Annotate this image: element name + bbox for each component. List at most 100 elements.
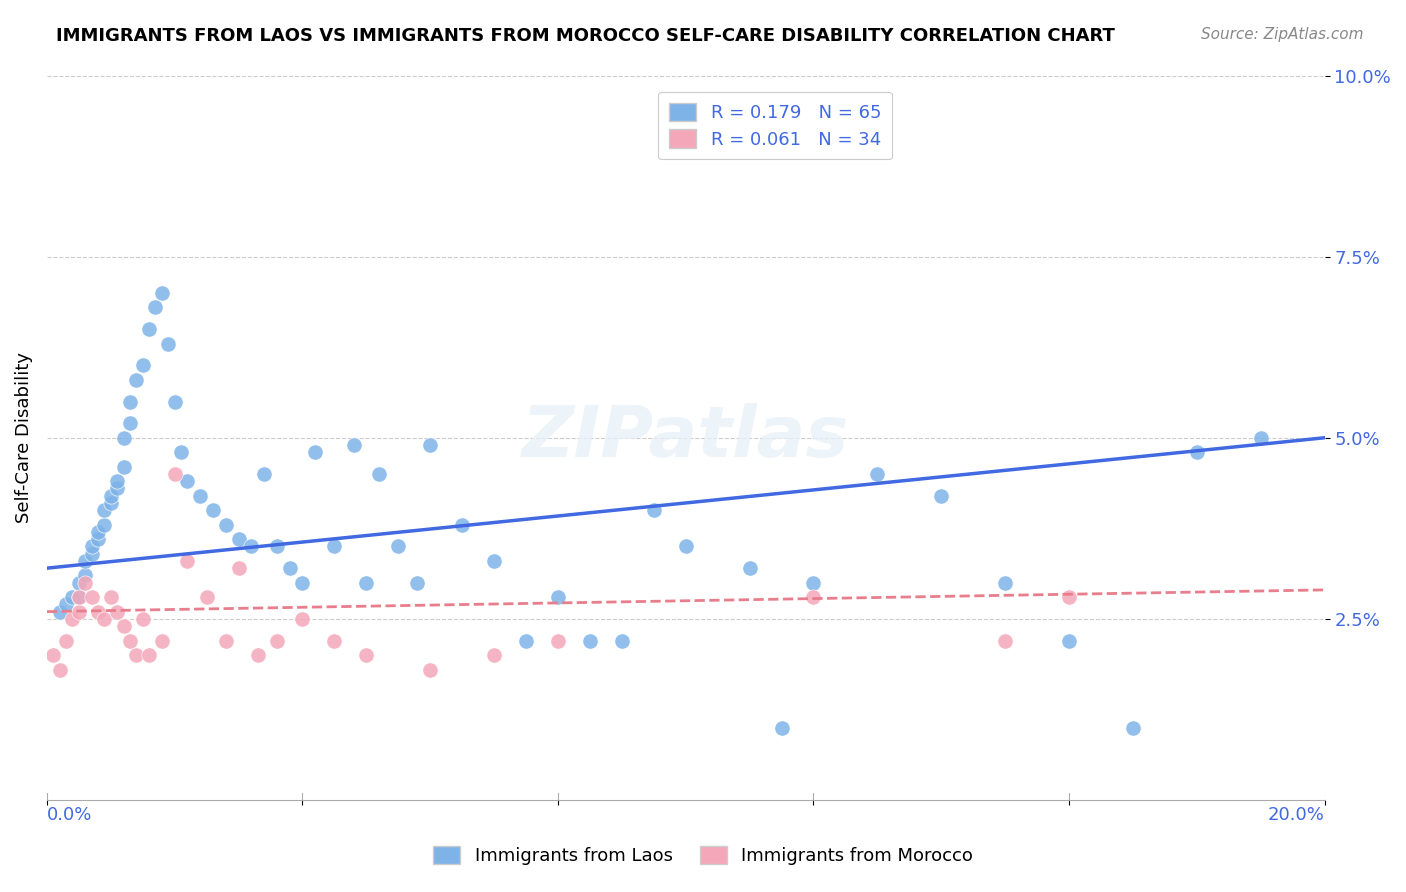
Point (100, 590, 122, 604)
Point (138, 322, 160, 336)
Point (48, 605, 70, 619)
Point (170, 445, 193, 459)
Point (176, 554, 198, 568)
Point (419, 438, 441, 452)
Point (62, 612, 84, 626)
Point (304, 445, 326, 459)
Point (118, 417, 141, 431)
Point (643, 503, 665, 517)
Text: Source: ZipAtlas.com: Source: ZipAtlas.com (1201, 27, 1364, 42)
Point (195, 590, 218, 604)
Point (67, 605, 90, 619)
Point (547, 590, 569, 604)
Point (515, 633, 537, 648)
Point (62, 590, 84, 604)
Point (228, 561, 250, 575)
Point (112, 619, 135, 633)
Point (547, 633, 569, 648)
Point (118, 633, 141, 648)
Point (291, 575, 314, 590)
Point (738, 561, 761, 575)
Point (100, 489, 122, 503)
Point (866, 467, 889, 481)
Point (42, 648, 65, 662)
Point (1185, 445, 1208, 459)
Point (163, 467, 186, 481)
Point (278, 561, 301, 575)
Point (994, 633, 1017, 648)
Point (75, 568, 97, 582)
Text: 0.0%: 0.0% (46, 805, 93, 824)
Point (132, 359, 155, 373)
Point (1057, 590, 1080, 604)
Point (228, 532, 250, 546)
Point (201, 503, 224, 517)
Text: IMMIGRANTS FROM LAOS VS IMMIGRANTS FROM MOROCCO SELF-CARE DISABILITY CORRELATION: IMMIGRANTS FROM LAOS VS IMMIGRANTS FROM … (56, 27, 1115, 45)
Point (188, 489, 211, 503)
Point (67, 590, 90, 604)
Point (803, 575, 825, 590)
Point (356, 648, 378, 662)
Point (55, 633, 77, 648)
Point (579, 633, 602, 648)
Point (112, 431, 135, 445)
Point (610, 633, 633, 648)
Point (80, 547, 103, 561)
Y-axis label: Self-Care Disability: Self-Care Disability (15, 352, 32, 524)
Point (93, 612, 115, 626)
Point (240, 540, 263, 554)
Point (87, 605, 110, 619)
Point (266, 633, 288, 648)
Point (87, 524, 110, 539)
Point (157, 336, 180, 351)
Point (67, 575, 90, 590)
Text: 20.0%: 20.0% (1268, 805, 1324, 824)
Point (482, 554, 505, 568)
Point (368, 467, 391, 481)
Point (246, 648, 269, 662)
Point (93, 517, 115, 532)
Point (406, 575, 429, 590)
Point (323, 540, 346, 554)
Point (323, 633, 346, 648)
Point (67, 590, 90, 604)
Point (163, 394, 186, 409)
Point (100, 496, 122, 510)
Point (93, 503, 115, 517)
Text: ZIPatlas: ZIPatlas (522, 403, 849, 472)
Point (291, 612, 314, 626)
Point (150, 285, 173, 300)
Point (994, 575, 1017, 590)
Point (75, 575, 97, 590)
Point (176, 474, 198, 488)
Point (55, 598, 77, 612)
Point (929, 489, 952, 503)
Point (215, 517, 238, 532)
Point (125, 648, 148, 662)
Point (112, 459, 135, 474)
Legend: Immigrants from Laos, Immigrants from Morocco: Immigrants from Laos, Immigrants from Mo… (425, 837, 981, 874)
Point (145, 301, 167, 315)
Point (138, 648, 160, 662)
Point (387, 540, 409, 554)
Point (215, 633, 238, 648)
Point (770, 721, 793, 735)
Point (132, 612, 155, 626)
Point (1057, 633, 1080, 648)
Point (105, 474, 128, 488)
Point (1122, 721, 1144, 735)
Point (451, 517, 474, 532)
Point (253, 467, 276, 481)
Point (150, 633, 173, 648)
Point (675, 540, 697, 554)
Point (419, 663, 441, 677)
Point (342, 438, 364, 452)
Point (118, 394, 141, 409)
Point (105, 605, 128, 619)
Point (125, 373, 148, 387)
Point (105, 482, 128, 496)
Point (75, 554, 97, 568)
Point (803, 590, 825, 604)
Point (266, 540, 288, 554)
Point (482, 648, 505, 662)
